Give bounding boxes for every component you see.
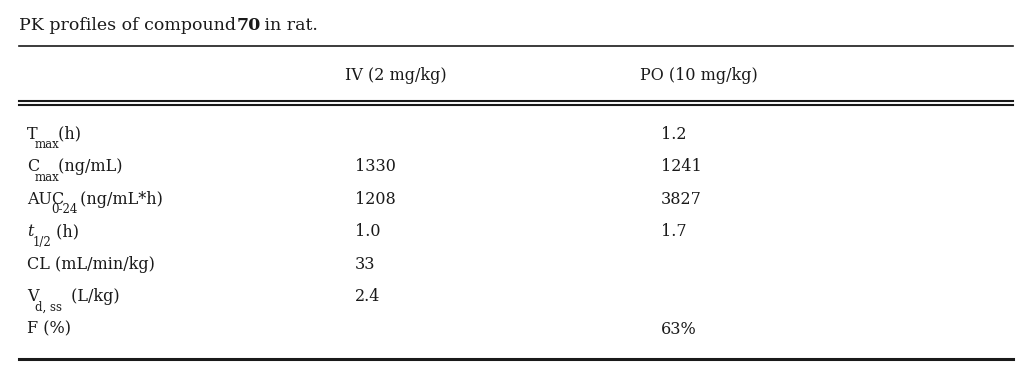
Text: (ng/mL): (ng/mL) xyxy=(53,158,122,175)
Text: PK profiles of compound: PK profiles of compound xyxy=(19,17,241,34)
Text: d, ss: d, ss xyxy=(35,300,62,314)
Text: C: C xyxy=(27,158,39,175)
Text: max: max xyxy=(35,138,60,151)
Text: 3827: 3827 xyxy=(661,191,702,208)
Text: 1/2: 1/2 xyxy=(33,235,51,249)
Text: AUC: AUC xyxy=(27,191,64,208)
Text: F (%): F (%) xyxy=(27,321,71,338)
Text: IV (2 mg/kg): IV (2 mg/kg) xyxy=(345,67,446,84)
Text: CL (mL/min/kg): CL (mL/min/kg) xyxy=(27,256,154,273)
Text: T: T xyxy=(27,126,37,143)
Text: (L/kg): (L/kg) xyxy=(66,288,119,305)
Text: (h): (h) xyxy=(53,126,81,143)
Text: max: max xyxy=(35,170,60,184)
Text: in rat.: in rat. xyxy=(259,17,318,34)
Text: 1208: 1208 xyxy=(355,191,396,208)
Text: (h): (h) xyxy=(51,223,79,240)
Text: V: V xyxy=(27,288,38,305)
Text: (ng/mL*h): (ng/mL*h) xyxy=(75,191,163,208)
Text: 70: 70 xyxy=(236,17,261,34)
Text: 1.7: 1.7 xyxy=(661,223,687,240)
Text: 0-24: 0-24 xyxy=(50,203,77,216)
Text: 63%: 63% xyxy=(661,321,697,338)
Text: PO (10 mg/kg): PO (10 mg/kg) xyxy=(640,67,758,84)
Text: 1330: 1330 xyxy=(355,158,396,175)
Text: 2.4: 2.4 xyxy=(355,288,380,305)
Text: 1.0: 1.0 xyxy=(355,223,380,240)
Text: t: t xyxy=(27,223,33,240)
Text: 1241: 1241 xyxy=(661,158,702,175)
Text: 1.2: 1.2 xyxy=(661,126,687,143)
Text: 33: 33 xyxy=(355,256,375,273)
